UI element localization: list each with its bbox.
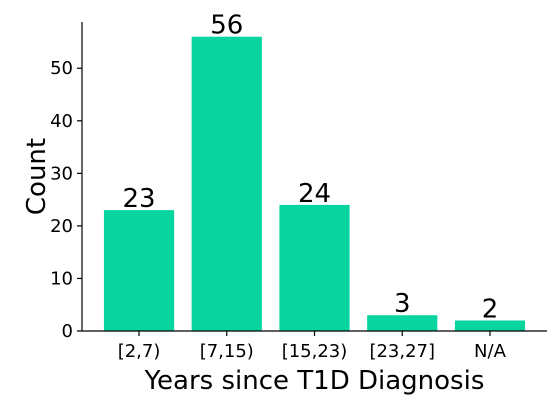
- y-axis-ticks: 0 10 20 30 40 50: [50, 58, 82, 342]
- x-tick-label-0: [2,7): [118, 341, 161, 362]
- y-tick-label: 0: [62, 321, 73, 342]
- y-tick-label: 20: [50, 216, 73, 237]
- bar-4: [454, 320, 526, 331]
- y-axis-title: Count: [22, 138, 52, 215]
- x-tick-label-1: [7,15): [200, 341, 254, 362]
- data-label-3: 3: [394, 289, 411, 319]
- y-tick-label: 30: [50, 163, 73, 184]
- data-label-2: 24: [298, 179, 331, 209]
- bar-3: [367, 315, 438, 331]
- bar-2: [279, 204, 350, 331]
- data-label-4: 2: [482, 294, 499, 324]
- data-label-1: 56: [210, 11, 243, 41]
- data-label-0: 23: [122, 184, 155, 214]
- x-axis-title: Years since T1D Diagnosis: [144, 366, 485, 396]
- bars: [103, 36, 526, 331]
- y-tick-label: 40: [50, 111, 73, 132]
- x-tick-label-4: N/A: [474, 341, 507, 362]
- data-labels: 23 56 24 3 2: [122, 11, 498, 325]
- bar-1: [191, 36, 262, 331]
- bar-0: [103, 210, 175, 331]
- x-axis-ticks: [2,7) [7,15) [15,23) [23,27] N/A: [118, 331, 507, 362]
- x-tick-label-3: [23,27]: [369, 341, 435, 362]
- x-tick-label-2: [15,23): [282, 341, 348, 362]
- y-tick-label: 10: [50, 268, 73, 289]
- y-tick-label: 50: [50, 58, 73, 79]
